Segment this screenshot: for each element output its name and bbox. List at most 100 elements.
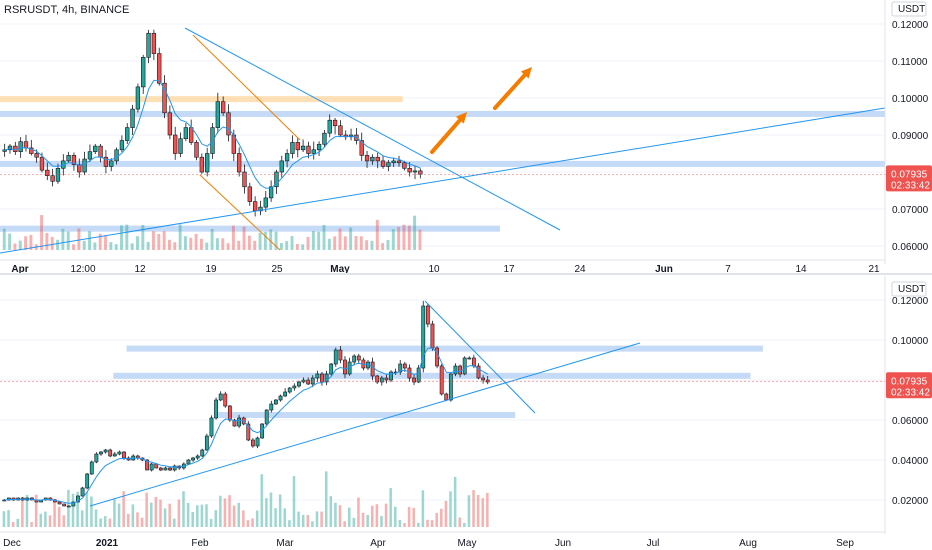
volume-bar [178, 224, 182, 250]
candle [402, 363, 407, 369]
candle [418, 170, 423, 175]
candle [315, 373, 320, 379]
time-tick-label: 14 [795, 264, 807, 275]
volume-bar [130, 243, 134, 250]
volume-bar [237, 502, 241, 527]
candle [66, 505, 71, 508]
candle [194, 142, 199, 158]
candle [391, 160, 396, 164]
volume-bar [274, 231, 278, 250]
time-tick-label: 21 [868, 264, 880, 275]
candle [316, 143, 322, 151]
blue-zone [0, 225, 501, 232]
volume-bar [209, 518, 213, 527]
candle [364, 155, 370, 162]
volume-bar [21, 498, 24, 527]
volume-bar [435, 512, 438, 527]
moving-average-line [4, 79, 421, 189]
volume-bar [159, 499, 162, 527]
volume-bar [407, 506, 411, 527]
volume-bar [263, 231, 267, 250]
candle [247, 186, 252, 202]
volume-bar [361, 512, 365, 527]
candle [186, 459, 191, 465]
candle [168, 467, 172, 471]
candle [269, 403, 274, 411]
volume-bar [122, 491, 125, 527]
volume-bar [16, 518, 20, 527]
last-price-tag [886, 165, 932, 192]
price-tick-label: 0.11000 [892, 57, 928, 68]
candle [242, 171, 247, 188]
volume-bar [311, 521, 314, 527]
candle [226, 112, 231, 136]
candle [402, 162, 407, 169]
volume-bar [458, 517, 461, 527]
candle [141, 56, 146, 88]
volume-bar [417, 522, 420, 527]
volume-bar [136, 512, 139, 527]
candle [39, 156, 45, 171]
time-tick-label: Apr [11, 264, 28, 275]
candle [471, 357, 476, 367]
volume-bar [13, 243, 17, 250]
candle [151, 32, 157, 54]
forecast-arrow [430, 116, 464, 154]
volume-bar [430, 520, 434, 527]
volume-bar [394, 506, 397, 527]
volume-bar [265, 498, 268, 527]
candle [375, 375, 380, 383]
candle [71, 501, 76, 507]
volume-bar [145, 492, 148, 527]
volume-bar [440, 508, 443, 527]
volume-bar [191, 511, 194, 527]
volume-bar [338, 505, 342, 527]
volume-bar [80, 510, 84, 527]
time-tick-label: 24 [574, 264, 586, 275]
moving-average-line [4, 347, 488, 504]
candle [50, 175, 55, 182]
volume-bar [45, 233, 49, 250]
volume-bar [117, 503, 121, 527]
candle [77, 164, 82, 173]
volume-bar [200, 504, 204, 527]
volume-bar [189, 237, 193, 250]
candle [290, 142, 295, 154]
candle [119, 140, 125, 151]
volume-bar [354, 236, 358, 250]
volume-bar [279, 243, 283, 250]
volume-bar [24, 236, 28, 250]
volume-bar [30, 522, 33, 527]
candle [98, 145, 103, 158]
candle [412, 170, 418, 173]
volume-bar [398, 519, 402, 527]
candle [398, 363, 403, 373]
volume-bar [375, 504, 379, 527]
forecast-arrow [493, 70, 529, 110]
volume-bar [163, 508, 167, 527]
volume-bar [162, 231, 166, 250]
candle [338, 125, 343, 136]
volume-bar [269, 229, 273, 250]
countdown-timer: 02:33:42 [891, 387, 930, 398]
candle [329, 363, 334, 375]
candle [268, 186, 274, 199]
candle [389, 371, 393, 381]
candle [274, 171, 279, 188]
candle [227, 405, 232, 421]
volume-bar [154, 496, 158, 527]
price-tick-label: 0.07000 [892, 205, 929, 216]
candle [430, 323, 435, 349]
candle [476, 365, 481, 379]
volume-bar [231, 225, 235, 250]
time-tick-label: Dec [3, 538, 21, 549]
volume-bar [375, 219, 379, 250]
volume-bar [322, 224, 326, 250]
volume-bar [104, 235, 107, 250]
candle [145, 459, 149, 471]
volume-bar [386, 240, 390, 250]
candle [375, 156, 380, 162]
price-axis [885, 276, 932, 534]
price-tick-label: 0.06000 [892, 242, 929, 253]
